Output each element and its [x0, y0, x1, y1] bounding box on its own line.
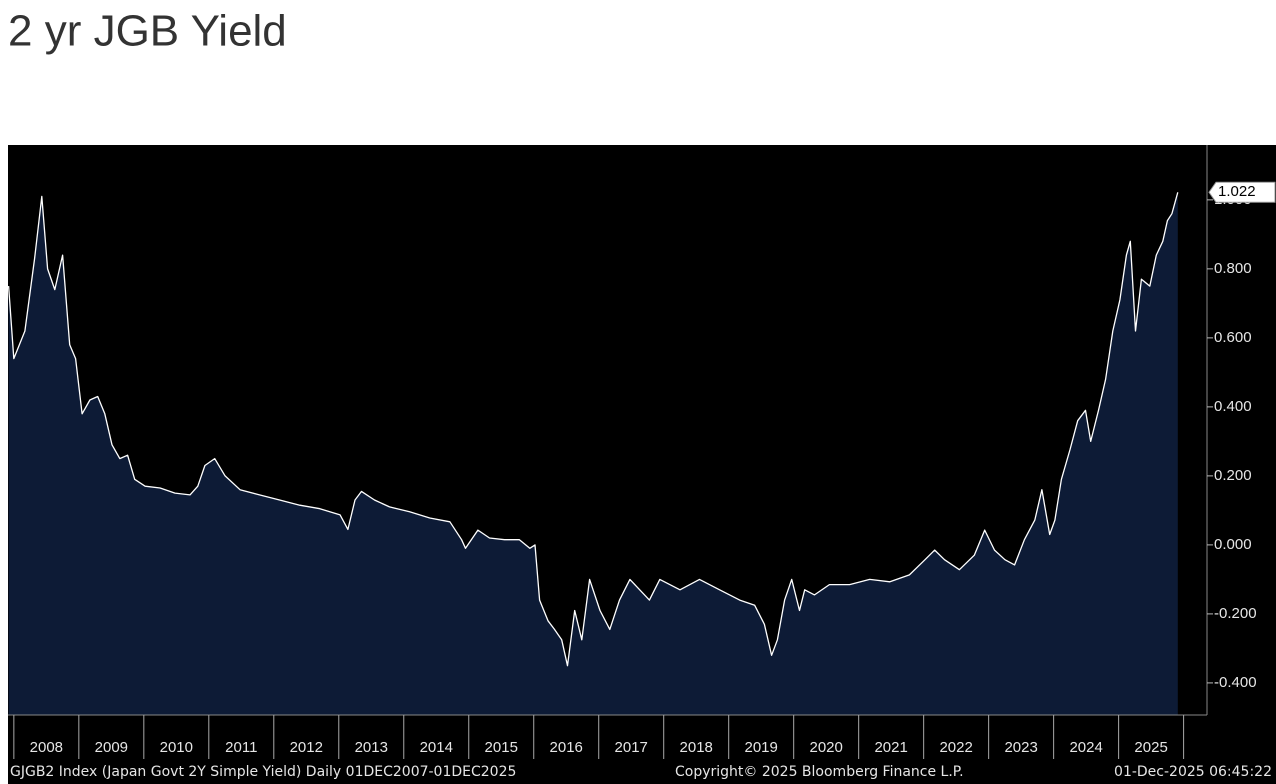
x-tick-label: 2012 [290, 739, 323, 756]
x-tick-label: 2024 [1069, 739, 1102, 756]
x-tick-label: 2013 [355, 739, 388, 756]
current-value-label: 1.022 [1218, 183, 1256, 200]
footer-source: GJGB2 Index (Japan Govt 2Y Simple Yield)… [10, 764, 516, 780]
area-fill [8, 192, 1178, 716]
current-value-tag [1208, 181, 1276, 203]
x-tick-label: 2019 [745, 739, 778, 756]
x-tick-label: 2011 [225, 739, 257, 756]
x-tick-label: 2018 [680, 739, 713, 756]
footer-timestamp: 01-Dec-2025 06:45:22 [1114, 764, 1272, 780]
y-tick-label: -0.200 [1214, 605, 1257, 622]
x-tick-label: 2017 [615, 739, 648, 756]
y-tick-label: 0.800 [1214, 260, 1252, 277]
x-tick-label: 2008 [30, 739, 63, 756]
yield-line [7, 192, 1179, 667]
x-tick-label: 2022 [939, 739, 972, 756]
y-tick-label: 0.600 [1214, 329, 1252, 346]
y-tick-label: 0.400 [1214, 398, 1252, 415]
x-tick-label: 2021 [874, 739, 907, 756]
x-tick-label: 2010 [160, 739, 193, 756]
x-tick-label: 2015 [485, 739, 518, 756]
x-tick-label: 2020 [809, 739, 842, 756]
x-tick-label: 2023 [1004, 739, 1037, 756]
footer-copyright: Copyright© 2025 Bloomberg Finance L.P. [675, 764, 964, 780]
y-tick-label: 0.000 [1214, 536, 1252, 553]
chart-title: 2 yr JGB Yield [8, 7, 287, 56]
x-tick-label: 2009 [95, 739, 128, 756]
x-tick-label: 2016 [550, 739, 583, 756]
y-tick-label: 0.200 [1214, 467, 1252, 484]
x-tick-label: 2025 [1134, 739, 1167, 756]
x-tick-label: 2014 [420, 739, 453, 756]
y-tick-label: -0.400 [1214, 674, 1257, 691]
plot: -0.400 -0.200 0.000 0.200 0.400 0.600 0.800 1.0… [7, 145, 1276, 759]
